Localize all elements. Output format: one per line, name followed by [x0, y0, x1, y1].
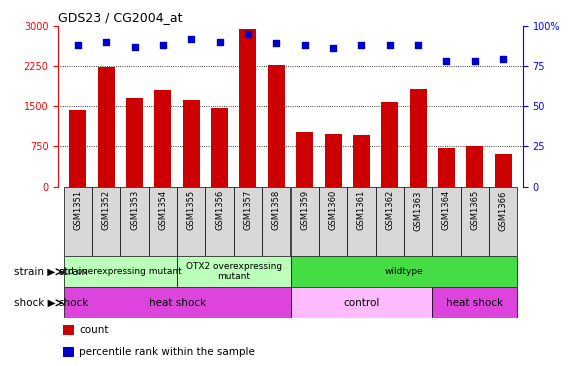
Point: [158, 42, 167, 48]
Bar: [404, 187, 432, 256]
Bar: [177, 256, 290, 287]
Bar: [296, 132, 313, 187]
Text: heat shock: heat shock: [446, 298, 503, 308]
Text: GSM1366: GSM1366: [498, 190, 508, 231]
Bar: [126, 98, 143, 187]
Text: percentile rank within the sample: percentile rank within the sample: [79, 347, 255, 357]
Bar: [494, 154, 511, 187]
Bar: [353, 135, 370, 187]
Point: [272, 40, 281, 46]
Text: GSM1361: GSM1361: [357, 190, 366, 230]
Bar: [325, 134, 342, 187]
Bar: [64, 256, 177, 287]
Bar: [381, 102, 398, 187]
Text: strain ▶: strain ▶: [14, 267, 55, 277]
Bar: [461, 187, 489, 256]
Text: GSM1351: GSM1351: [73, 190, 83, 230]
Text: control: control: [343, 298, 379, 308]
Text: GDS23 / CG2004_at: GDS23 / CG2004_at: [58, 11, 182, 25]
Bar: [290, 256, 517, 287]
Point: [385, 42, 394, 48]
Text: GSM1353: GSM1353: [130, 190, 139, 230]
Bar: [63, 347, 74, 357]
Point: [130, 44, 139, 49]
Bar: [375, 187, 404, 256]
Bar: [70, 110, 87, 187]
Bar: [149, 187, 177, 256]
Text: GSM1360: GSM1360: [328, 190, 338, 230]
Text: GSM1352: GSM1352: [102, 190, 111, 230]
Point: [328, 45, 338, 51]
Bar: [155, 90, 171, 187]
Text: OTX2 overexpressing
mutant: OTX2 overexpressing mutant: [186, 262, 282, 281]
Text: GSM1356: GSM1356: [215, 190, 224, 230]
Point: [187, 36, 196, 41]
Bar: [262, 187, 290, 256]
Bar: [466, 146, 483, 187]
Bar: [63, 325, 74, 335]
Text: count: count: [79, 325, 109, 335]
Point: [300, 42, 309, 48]
Text: GSM1357: GSM1357: [243, 190, 253, 230]
Bar: [98, 67, 115, 187]
Text: GSM1358: GSM1358: [272, 190, 281, 230]
Bar: [120, 187, 149, 256]
Bar: [268, 65, 285, 187]
Point: [243, 31, 253, 37]
Point: [442, 58, 451, 64]
Bar: [438, 148, 455, 187]
Bar: [64, 187, 92, 256]
Bar: [290, 187, 319, 256]
Bar: [410, 89, 426, 187]
Bar: [183, 100, 200, 187]
Point: [357, 42, 366, 48]
Point: [215, 39, 224, 45]
Point: [414, 42, 423, 48]
Bar: [239, 29, 256, 187]
Bar: [290, 287, 432, 318]
Bar: [177, 187, 206, 256]
Text: strain: strain: [59, 267, 89, 277]
Text: otd overexpressing mutant: otd overexpressing mutant: [59, 267, 182, 276]
Text: GSM1362: GSM1362: [385, 190, 394, 230]
Text: heat shock: heat shock: [149, 298, 206, 308]
Bar: [234, 187, 262, 256]
Bar: [211, 108, 228, 187]
Point: [102, 39, 111, 45]
Text: shock ▶: shock ▶: [13, 298, 55, 308]
Text: GSM1363: GSM1363: [414, 190, 422, 231]
Text: GSM1364: GSM1364: [442, 190, 451, 230]
Bar: [489, 187, 517, 256]
Text: GSM1355: GSM1355: [187, 190, 196, 230]
Point: [498, 56, 508, 62]
Bar: [92, 187, 120, 256]
Point: [73, 42, 83, 48]
Bar: [206, 187, 234, 256]
Point: [470, 58, 479, 64]
Bar: [64, 287, 290, 318]
Bar: [432, 287, 517, 318]
Text: GSM1354: GSM1354: [159, 190, 167, 230]
Bar: [319, 187, 347, 256]
Text: shock: shock: [59, 298, 89, 308]
Text: wildtype: wildtype: [385, 267, 423, 276]
Bar: [432, 187, 461, 256]
Text: GSM1359: GSM1359: [300, 190, 309, 230]
Bar: [347, 187, 375, 256]
Text: GSM1365: GSM1365: [470, 190, 479, 230]
